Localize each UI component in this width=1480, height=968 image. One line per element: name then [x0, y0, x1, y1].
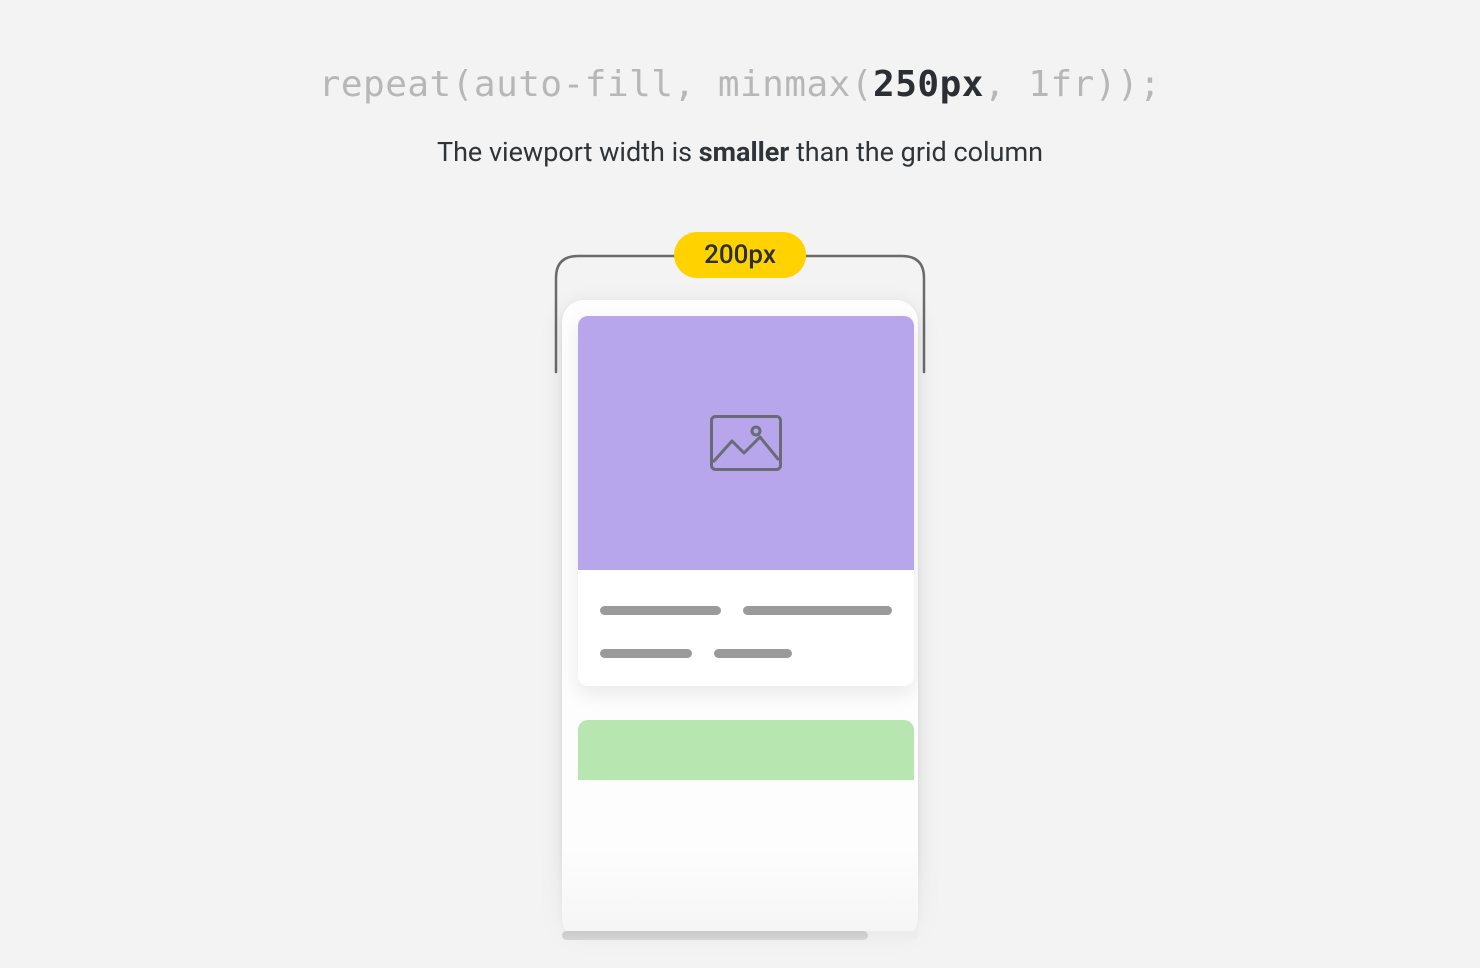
card-body: [578, 570, 914, 686]
image-placeholder-icon: [710, 415, 782, 471]
code-suffix: , 1fr));: [984, 64, 1161, 105]
subtitle-before: The viewport width is: [437, 136, 699, 168]
skeleton-row: [600, 649, 892, 658]
skeleton-line: [714, 649, 792, 658]
explanation-text: The viewport width is smaller than the g…: [0, 136, 1480, 168]
code-prefix: repeat(auto-fill, minmax(: [319, 64, 873, 105]
grid-card-peek: [578, 720, 914, 780]
subtitle-emphasis: smaller: [699, 136, 789, 168]
code-snippet: repeat(auto-fill, minmax(250px, 1fr));: [0, 64, 1480, 105]
skeleton-line: [743, 606, 892, 615]
skeleton-row: [600, 606, 892, 615]
viewport-mock: [562, 300, 918, 940]
illustration-stage: 200px: [540, 232, 940, 952]
dimension-badge: 200px: [674, 232, 806, 278]
skeleton-line: [600, 649, 692, 658]
scrollbar-thumb[interactable]: [562, 931, 868, 940]
horizontal-scrollbar[interactable]: [562, 931, 918, 940]
dimension-badge-label: 200px: [704, 240, 776, 270]
subtitle-after: than the grid column: [789, 136, 1043, 168]
code-emphasis: 250px: [873, 64, 984, 105]
grid-card: [578, 316, 914, 686]
skeleton-line: [600, 606, 721, 615]
card-image-area: [578, 316, 914, 570]
